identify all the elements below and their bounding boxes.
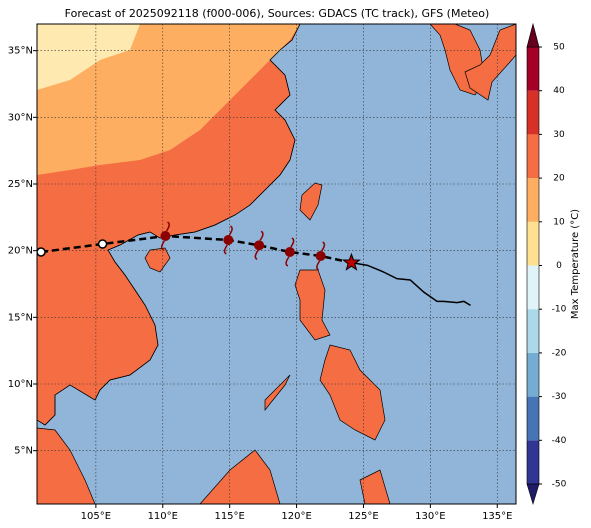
current-position-star (341, 252, 361, 271)
forecast-track-line (40, 234, 352, 264)
y-tick-label: 20°N (8, 246, 33, 257)
colorbar-bin (527, 221, 539, 266)
past-track-line (351, 261, 471, 306)
map-title: Forecast of 2025092118 (f000-006), Sourc… (65, 7, 490, 20)
x-tick-label: 125°E (348, 511, 378, 522)
x-tick-label: 105°E (81, 511, 111, 522)
storm-symbol (284, 247, 295, 257)
storm-symbol-arm (160, 221, 170, 251)
colorbar-tick-label: 40 (553, 86, 565, 96)
storm-symbol-arm (316, 241, 326, 271)
track (37, 221, 471, 306)
colorbar-tick-label: 50 (553, 43, 565, 53)
y-tick-label: 15°N (8, 312, 33, 323)
colorbar-tick-label: 0 (556, 261, 562, 271)
colorbar-bin (527, 47, 539, 91)
colorbar-tick-label: -30 (552, 392, 567, 402)
x-tick-label: 110°E (148, 511, 178, 522)
storm-symbol (315, 251, 326, 261)
storm-symbol-arm (285, 237, 295, 267)
colorbar-tick-label: -10 (552, 305, 567, 315)
colorbar-tick-label: -20 (552, 348, 567, 358)
colorbar-bin (527, 396, 539, 441)
colorbar-bin (527, 90, 539, 135)
colorbar-tick-label: -40 (552, 436, 567, 446)
colorbar-bin (527, 265, 539, 310)
y-tick-label: 30°N (8, 112, 33, 123)
storm-symbol-arm (223, 225, 233, 255)
x-tick-label: 115°E (214, 511, 244, 522)
colorbar-bin (527, 134, 539, 179)
colorbar-label: Max Temperature (°C) (570, 209, 581, 319)
colorbar-bin (527, 352, 539, 397)
colorbar-over (526, 22, 540, 48)
x-tick-label: 135°E (482, 511, 512, 522)
track-point (97, 239, 108, 249)
colorbar-tick-label: 20 (553, 174, 565, 184)
storm-symbol (254, 240, 265, 251)
storm-symbol (223, 235, 234, 245)
x-tick-label: 120°E (281, 511, 311, 522)
x-tick-label: 130°E (415, 511, 445, 522)
storm-symbol-arm (254, 230, 264, 261)
y-tick-label: 5°N (14, 446, 33, 457)
y-tick-label: 35°N (8, 46, 33, 57)
storm-symbol (160, 231, 171, 241)
y-tick-label: 10°N (8, 379, 33, 390)
y-tick-label: 25°N (8, 179, 33, 190)
colorbar-bin (527, 440, 539, 484)
colorbar-under (526, 483, 540, 506)
map-frame (36, 23, 517, 505)
colorbar-tick-label: 30 (553, 130, 565, 140)
colorbar-bin (527, 178, 539, 222)
colorbar-bin (527, 309, 539, 353)
colorbar-tick-label: 10 (553, 217, 565, 227)
track-point (37, 247, 46, 257)
colorbar-tick-label: -50 (552, 480, 567, 490)
